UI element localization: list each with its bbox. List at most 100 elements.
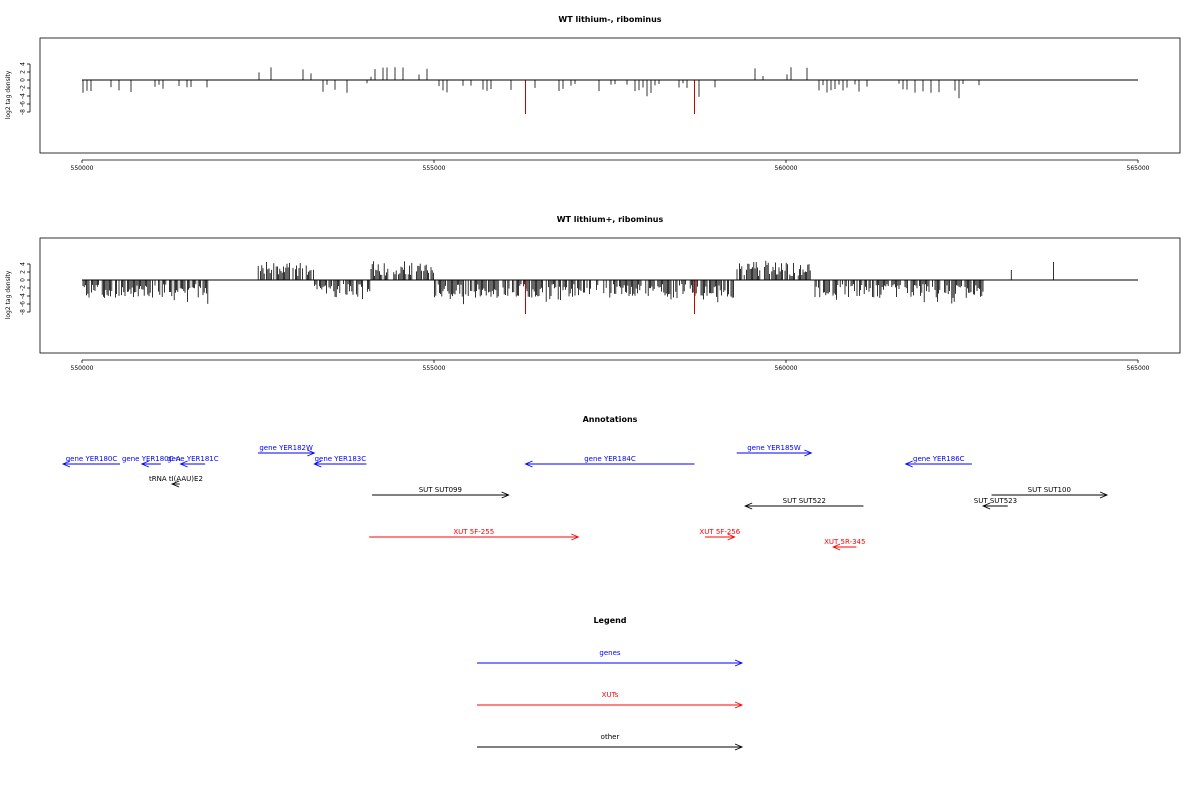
track-title: WT lithium+, ribominus xyxy=(557,215,664,224)
x-tick-label: 560000 xyxy=(775,365,798,372)
feature-arrow-head xyxy=(804,449,813,457)
legend-arrow-head xyxy=(734,743,744,751)
y-axis: 4 2 0 -2 -4 -6 -8 xyxy=(20,262,31,315)
feature-arrow-head xyxy=(981,502,991,510)
feature-arrow-head xyxy=(140,460,150,468)
feature-label: SUT SUT100 xyxy=(1028,486,1071,494)
legend-label: XUTs xyxy=(602,691,619,699)
feature-arrow-head xyxy=(727,533,736,541)
x-axis: 550000 555000 560000 565000 xyxy=(71,359,1150,372)
y-tick-label: 0 xyxy=(20,278,27,282)
y-tick-label: -6 xyxy=(20,301,27,307)
annotations-panel: Annotations gene YER180C gene YER180C-Age… xyxy=(61,415,1109,551)
annotation-feature: XUT 5R-345 xyxy=(824,538,865,551)
signal-bars xyxy=(82,67,980,114)
feature-label: XUT 5F-256 xyxy=(699,528,740,536)
feature-label: gene YER184C xyxy=(584,455,636,463)
track-panel-lithium-minus: WT lithium-, ribominus log2 tag density … xyxy=(5,15,1181,172)
feature-label: gene YER180C xyxy=(66,455,118,463)
annotations-title: Annotations xyxy=(583,415,638,424)
track-title: WT lithium-, ribominus xyxy=(558,15,661,24)
x-tick-label: 550000 xyxy=(71,365,94,372)
y-tick-label: 2 xyxy=(20,70,27,74)
annotation-feature: gene YER180C-A xyxy=(122,455,181,468)
feature-arrow-head xyxy=(170,480,180,488)
y-axis-label: log2 tag density xyxy=(5,70,12,119)
feature-label: gene YER185W xyxy=(747,444,801,452)
x-tick-label: 560000 xyxy=(775,165,798,172)
feature-arrow-head xyxy=(524,460,533,468)
legend-label: other xyxy=(601,733,620,741)
feature-arrow-head xyxy=(61,460,71,468)
signal-bars xyxy=(82,260,1054,314)
feature-arrow-head xyxy=(501,491,510,499)
feature-arrow-head xyxy=(832,543,841,551)
legend-panel: Legend genes XUTs other xyxy=(477,616,744,751)
x-axis: 550000 555000 560000 565000 xyxy=(71,159,1150,172)
annotation-feature: gene YER184C xyxy=(524,455,695,468)
y-tick-label: -4 xyxy=(20,293,27,299)
annotation-feature: gene YER181C xyxy=(167,455,219,468)
annotation-feature: SUT SUT523 xyxy=(974,497,1017,510)
feature-label: gene YER180C-A xyxy=(122,455,181,463)
feature-label: XUT 5F-255 xyxy=(453,528,494,536)
annotation-feature: XUT 5F-256 xyxy=(699,528,741,541)
annotation-feature: gene YER183C xyxy=(313,455,367,468)
y-tick-label: 0 xyxy=(20,78,27,82)
legend-entry: XUTs xyxy=(477,691,744,709)
feature-label: tRNA tI(AAU)E2 xyxy=(149,475,203,483)
legend-entries: genes XUTs other xyxy=(477,649,744,751)
plot-frame xyxy=(39,37,1181,154)
legend-title: Legend xyxy=(593,616,626,625)
feature-label: gene YER182W xyxy=(259,444,313,452)
feature-label: SUT SUT523 xyxy=(974,497,1017,505)
x-tick-label: 555000 xyxy=(423,365,446,372)
y-tick-label: -2 xyxy=(20,85,27,91)
feature-label: SUT SUT522 xyxy=(783,497,826,505)
annotation-feature: SUT SUT100 xyxy=(991,486,1109,499)
y-tick-label: 4 xyxy=(20,262,27,266)
legend-label: genes xyxy=(599,649,620,657)
x-tick-label: 555000 xyxy=(423,165,446,172)
feature-arrow-head xyxy=(1099,491,1109,499)
feature-arrow-head xyxy=(307,449,316,457)
legend-entry: other xyxy=(477,733,744,751)
annotation-feature: gene YER182W xyxy=(258,444,316,457)
y-tick-label: -4 xyxy=(20,93,27,99)
y-tick-label: -2 xyxy=(20,285,27,291)
feature-arrow-head xyxy=(179,460,188,468)
feature-label: gene YER183C xyxy=(315,455,367,463)
feature-arrow-head xyxy=(744,502,753,510)
annotation-feature: gene YER186C xyxy=(904,455,972,468)
annotation-feature: XUT 5F-255 xyxy=(369,528,580,541)
feature-label: XUT 5R-345 xyxy=(824,538,865,546)
legend-arrow-head xyxy=(734,659,744,667)
annotation-feature: tRNA tI(AAU)E2 xyxy=(149,475,203,488)
x-tick-label: 565000 xyxy=(1127,365,1150,372)
y-tick-label: -6 xyxy=(20,101,27,107)
feature-label: gene YER181C xyxy=(167,455,219,463)
feature-arrow-head xyxy=(904,460,913,468)
annotation-feature: gene YER185W xyxy=(736,444,813,457)
annotation-feature: SUT SUT099 xyxy=(372,486,510,499)
feature-arrow-head xyxy=(313,460,322,468)
plot-frame xyxy=(39,237,1181,354)
y-tick-label: -8 xyxy=(20,109,27,115)
annotation-feature: gene YER180C xyxy=(61,455,121,468)
y-axis: 4 2 0 -2 -4 -6 -8 xyxy=(20,62,31,115)
y-tick-label: -8 xyxy=(20,309,27,315)
x-tick-label: 550000 xyxy=(71,165,94,172)
x-tick-label: 565000 xyxy=(1127,165,1150,172)
feature-arrow-head xyxy=(571,533,580,541)
track-panel-lithium-plus: WT lithium+, ribominus log2 tag density … xyxy=(5,215,1181,372)
annotation-feature: SUT SUT522 xyxy=(744,497,864,510)
y-tick-label: 2 xyxy=(20,270,27,274)
y-tick-label: 4 xyxy=(20,62,27,66)
legend-entry: genes xyxy=(477,649,744,667)
y-axis-label: log2 tag density xyxy=(5,270,12,319)
feature-label: gene YER186C xyxy=(913,455,965,463)
feature-label: SUT SUT099 xyxy=(419,486,462,494)
